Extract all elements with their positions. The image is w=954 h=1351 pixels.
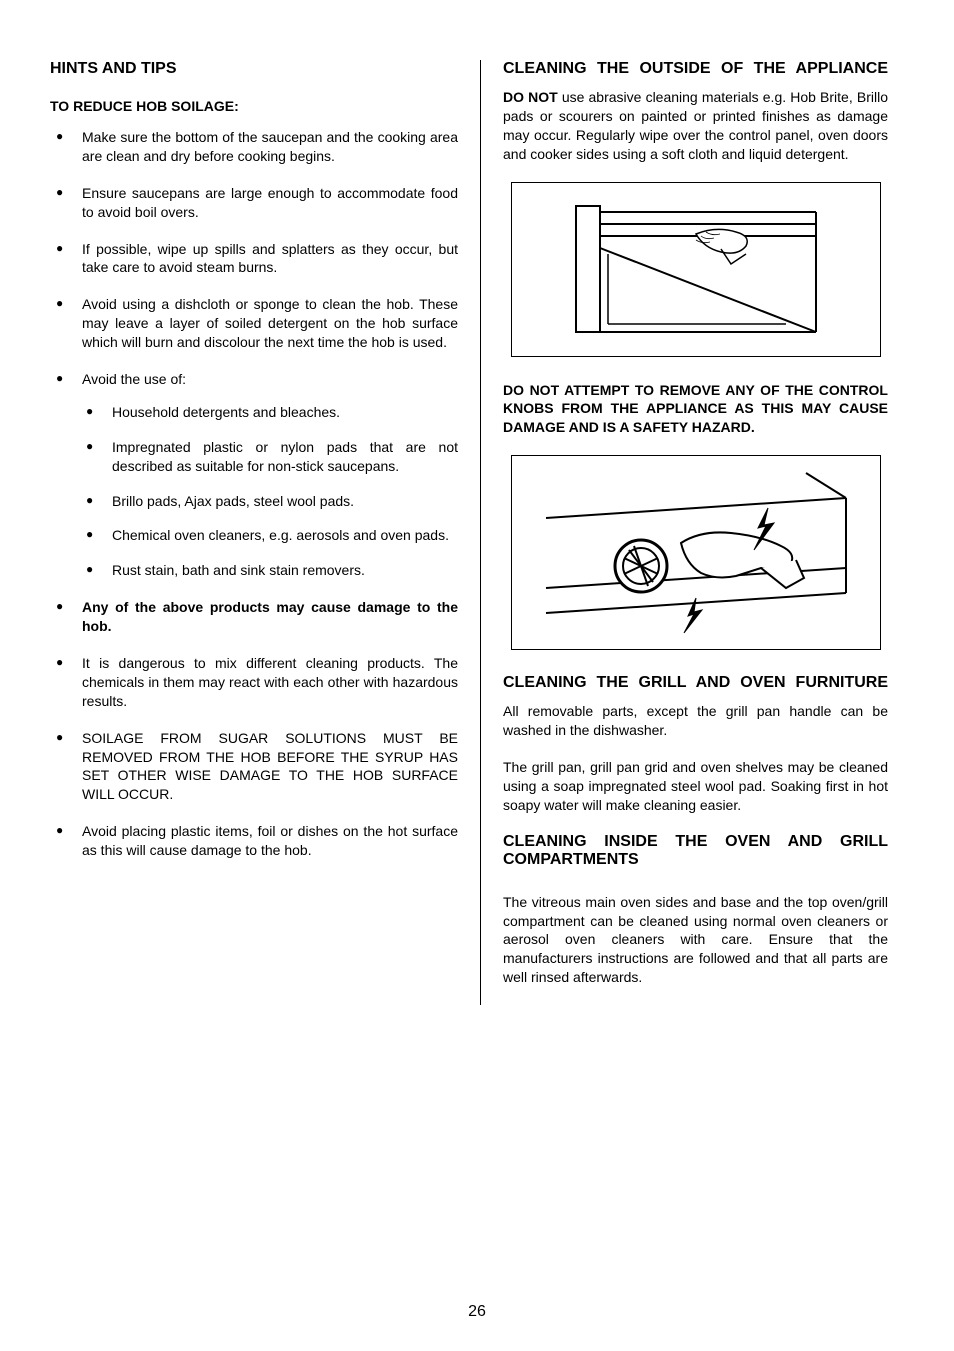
bullet-text: Avoid using a dishcloth or sponge to cle… bbox=[82, 296, 458, 350]
sub-bullet-item: Chemical oven cleaners, e.g. aerosols an… bbox=[82, 526, 458, 545]
bullet-item: Ensure saucepans are large enough to acc… bbox=[50, 184, 458, 222]
bullet-list: Make sure the bottom of the saucepan and… bbox=[50, 128, 458, 860]
bullet-item: Make sure the bottom of the saucepan and… bbox=[50, 128, 458, 166]
left-heading: HINTS AND TIPS bbox=[50, 60, 458, 78]
knob-wipe-svg bbox=[536, 468, 856, 638]
section1-warning: DO NOT ATTEMPT TO REMOVE ANY OF THE CONT… bbox=[503, 381, 888, 438]
spacer bbox=[503, 879, 888, 893]
two-column-layout: HINTS AND TIPS TO REDUCE HOB SOILAGE: Ma… bbox=[50, 60, 904, 1005]
section3-heading-text: CLEANING INSIDE THE OVEN AND GRILL COMPA… bbox=[503, 833, 888, 868]
section1-heading-text: CLEANING THE OUTSIDE OF THE APPLIANCE bbox=[503, 60, 888, 77]
section2-p2: The grill pan, grill pan grid and oven s… bbox=[503, 758, 888, 815]
bullet-item: It is dangerous to mix different cleanin… bbox=[50, 654, 458, 711]
bullet-text: Avoid placing plastic items, foil or dis… bbox=[82, 823, 458, 858]
cooker-wipe-svg bbox=[546, 194, 846, 344]
section1-paragraph-rest: use abrasive cleaning materials e.g. Hob… bbox=[503, 89, 888, 162]
bullet-text: It is dangerous to mix different cleanin… bbox=[82, 655, 458, 709]
page-number: 26 bbox=[0, 1303, 954, 1321]
bullet-item: SOILAGE FROM SUGAR SOLUTIONS MUST BE REM… bbox=[50, 729, 458, 805]
bullet-text: If possible, wipe up spills and splatter… bbox=[82, 241, 458, 276]
bullet-item: Avoid placing plastic items, foil or dis… bbox=[50, 822, 458, 860]
bullet-text: Ensure saucepans are large enough to acc… bbox=[82, 185, 458, 220]
illustration-cooker-wipe bbox=[511, 182, 881, 357]
section2-p1: All removable parts, except the grill pa… bbox=[503, 702, 888, 740]
section3-heading: CLEANING INSIDE THE OVEN AND GRILL COMPA… bbox=[503, 833, 888, 869]
section2-heading-text: CLEANING THE GRILL AND OVEN FURNITURE bbox=[503, 674, 888, 691]
do-not-bold: DO NOT bbox=[503, 89, 558, 105]
section1-paragraph: DO NOT use abrasive cleaning materials e… bbox=[503, 88, 888, 164]
bullet-text: Avoid the use of: bbox=[82, 371, 186, 387]
right-column: CLEANING THE OUTSIDE OF THE APPLIANCE DO… bbox=[480, 60, 888, 1005]
section1-heading: CLEANING THE OUTSIDE OF THE APPLIANCE bbox=[503, 60, 888, 78]
section3-p1: The vitreous main oven sides and base an… bbox=[503, 893, 888, 987]
sub-bullet-item: Impregnated plastic or nylon pads that a… bbox=[82, 438, 458, 476]
left-subheading: TO REDUCE HOB SOILAGE: bbox=[50, 98, 458, 114]
bullet-item: Avoid using a dishcloth or sponge to cle… bbox=[50, 295, 458, 352]
section2-heading: CLEANING THE GRILL AND OVEN FURNITURE bbox=[503, 674, 888, 692]
bullet-item: Avoid the use of: Household detergents an… bbox=[50, 370, 458, 580]
sub-bullet-item: Brillo pads, Ajax pads, steel wool pads. bbox=[82, 492, 458, 511]
sub-bullet-item: Rust stain, bath and sink stain removers… bbox=[82, 561, 458, 580]
bullet-text: Make sure the bottom of the saucepan and… bbox=[82, 129, 458, 164]
sub-bullet-item: Household detergents and bleaches. bbox=[82, 403, 458, 422]
sub-bullet-list: Household detergents and bleaches. Impreg… bbox=[82, 403, 458, 580]
bullet-text: SOILAGE FROM SUGAR SOLUTIONS MUST BE REM… bbox=[82, 730, 458, 803]
bullet-item: Any of the above products may cause dama… bbox=[50, 598, 458, 636]
bullet-text: Any of the above products may cause dama… bbox=[82, 599, 458, 634]
illustration-knob-wipe bbox=[511, 455, 881, 650]
bullet-item: If possible, wipe up spills and splatter… bbox=[50, 240, 458, 278]
left-column: HINTS AND TIPS TO REDUCE HOB SOILAGE: Ma… bbox=[50, 60, 458, 1005]
